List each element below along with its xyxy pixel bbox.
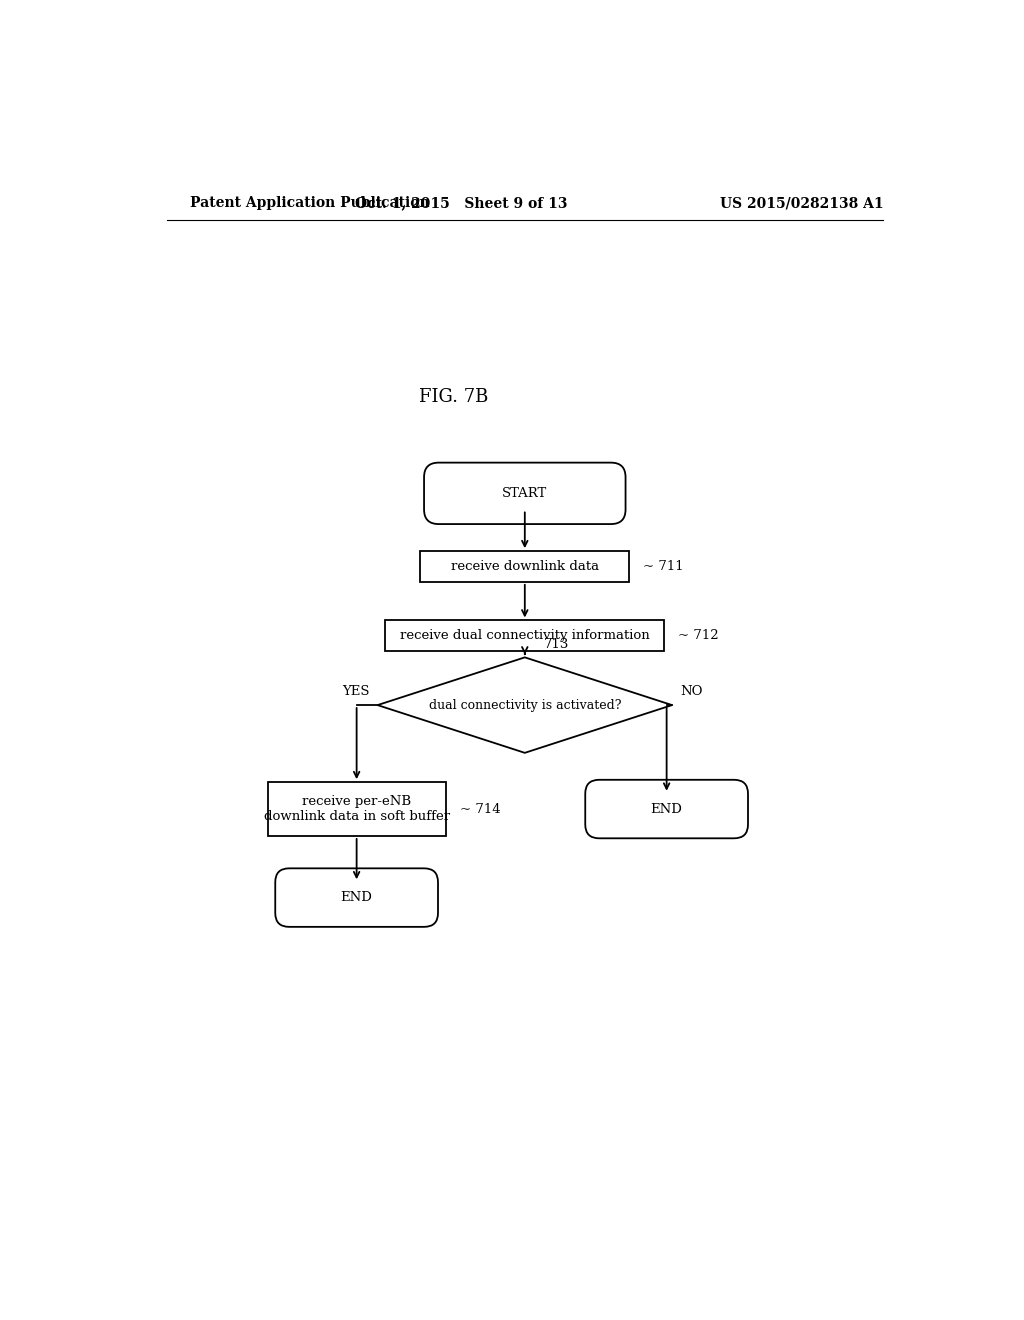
FancyBboxPatch shape [424,462,626,524]
Text: receive dual connectivity information: receive dual connectivity information [400,630,649,643]
Text: 713: 713 [544,638,569,651]
Bar [385,620,665,651]
Text: receive downlink data: receive downlink data [451,560,599,573]
Text: START: START [502,487,548,500]
Text: END: END [341,891,373,904]
Text: Patent Application Publication: Patent Application Publication [190,197,430,210]
Text: FIG. 7B: FIG. 7B [419,388,488,407]
Bar [420,552,630,582]
Text: dual connectivity is activated?: dual connectivity is activated? [429,698,621,711]
Text: receive per-eNB
downlink data in soft buffer: receive per-eNB downlink data in soft bu… [263,795,450,824]
Bar [267,781,445,836]
Text: ~ 712: ~ 712 [678,630,719,643]
Text: US 2015/0282138 A1: US 2015/0282138 A1 [721,197,884,210]
Text: NO: NO [680,685,702,698]
Text: END: END [650,803,683,816]
Text: Oct. 1, 2015   Sheet 9 of 13: Oct. 1, 2015 Sheet 9 of 13 [355,197,567,210]
Polygon shape [378,657,672,752]
Text: ~ 711: ~ 711 [643,560,684,573]
FancyBboxPatch shape [275,869,438,927]
Text: ~ 714: ~ 714 [460,803,501,816]
FancyBboxPatch shape [586,780,748,838]
Text: YES: YES [342,685,370,698]
